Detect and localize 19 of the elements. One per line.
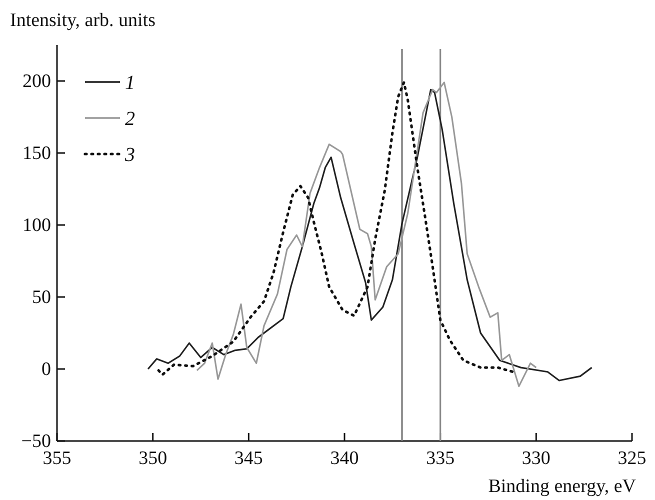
x-tick-label: 335: [426, 448, 455, 470]
y-tick-label: 0: [42, 359, 51, 380]
x-tick-label: 330: [522, 448, 550, 470]
legend-label: 3: [124, 144, 135, 166]
y-tick-label: 150: [22, 143, 51, 164]
y-axis-title: Intensity, arb. units: [10, 10, 156, 31]
legend-label: 2: [125, 108, 135, 130]
line-series: [157, 81, 514, 376]
x-tick-label: 325: [618, 448, 646, 470]
y-tick-label: 50: [32, 287, 51, 308]
line-series: [147, 88, 593, 382]
line-series: [196, 82, 537, 388]
y-tick-label: 200: [22, 71, 51, 92]
x-axis-title: Binding energy, eV: [488, 476, 636, 497]
x-tick-label: 345: [234, 448, 263, 470]
x-tick-label: 340: [330, 448, 359, 470]
legend-label: 1: [125, 72, 135, 94]
x-tick-label: 350: [138, 448, 168, 470]
y-tick-label: 100: [22, 215, 51, 236]
